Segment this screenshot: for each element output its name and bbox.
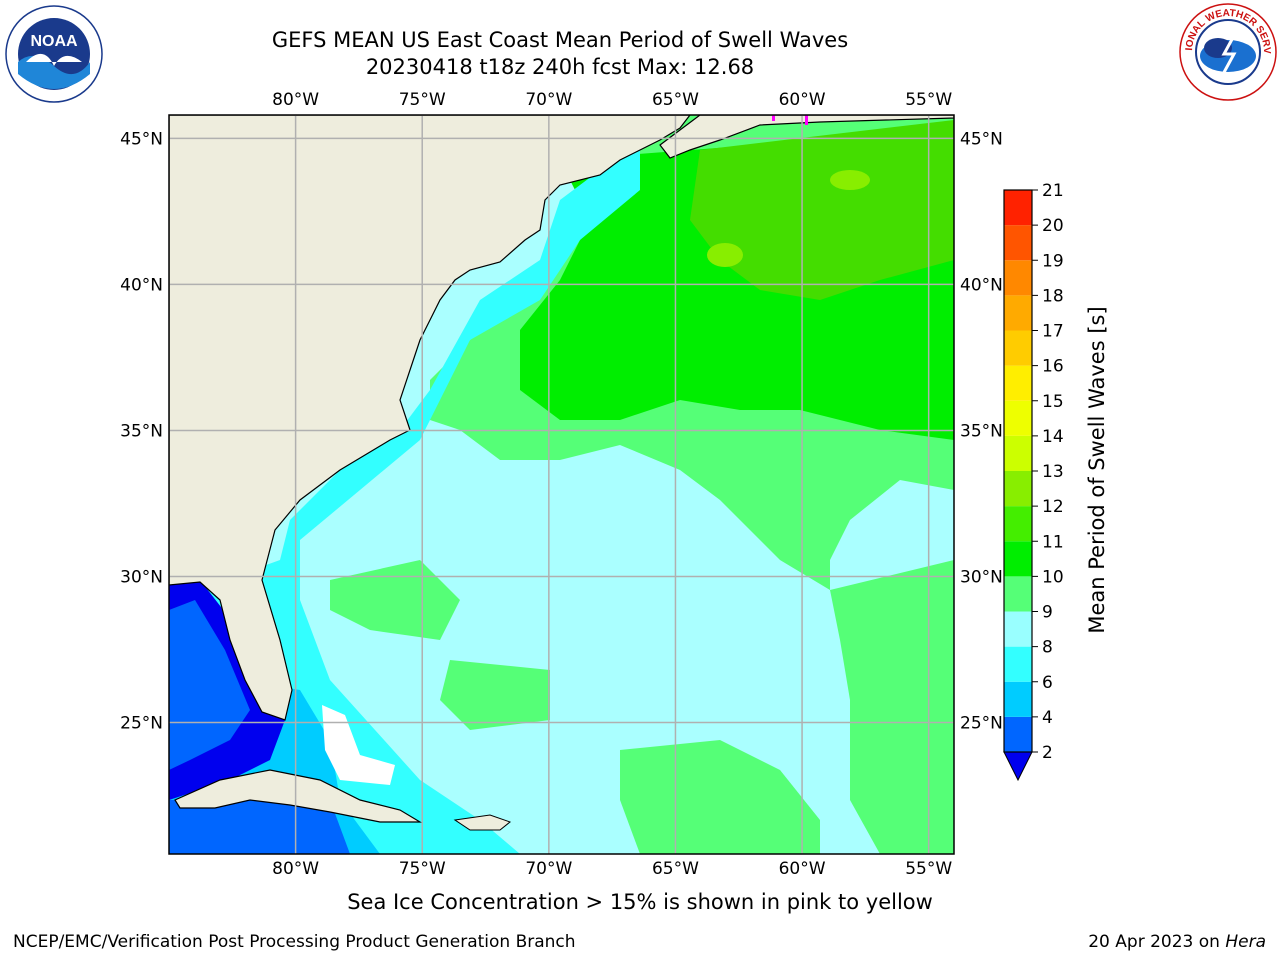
sea-ice-mark <box>772 115 775 121</box>
colorbar-tick-label: 8 <box>1042 638 1053 658</box>
colorbar-segment <box>1004 541 1032 577</box>
colorbar-segment <box>1004 506 1032 542</box>
colorbar-tick-label: 9 <box>1042 603 1053 623</box>
colorbar-tick-label: 20 <box>1042 216 1064 236</box>
lat-tick-label: 45°N <box>960 129 1003 149</box>
land-cuba <box>174 769 423 823</box>
colorbar-underflow-arrow <box>1003 751 1033 782</box>
swell-zone-gulf <box>169 600 250 770</box>
colorbar-segment <box>1004 611 1032 647</box>
swell-high-patch <box>830 170 870 190</box>
lon-tick-label: 80°W <box>272 859 319 879</box>
swell-zone-w2 <box>440 660 550 730</box>
colorbar-tick-label: 14 <box>1042 427 1064 447</box>
sea-ice-note: Sea Ice Concentration > 15% is shown in … <box>347 890 933 914</box>
lat-tick-label: 35°N <box>960 421 1003 441</box>
lat-tick-label: 25°N <box>960 714 1003 734</box>
colorbar-segment <box>1004 260 1032 296</box>
colorbar-segment <box>1004 716 1032 752</box>
land-canada <box>659 115 954 159</box>
colorbar-segment <box>1004 365 1032 401</box>
lon-tick-label: 80°W <box>272 90 319 110</box>
chart-subtitle: 20230418 t18z 240h fcst Max: 12.68 <box>365 55 755 79</box>
swell-zone-s <box>620 740 820 854</box>
footer-date-text: 20 Apr 2023 on <box>1088 932 1226 952</box>
colorbar-tick-label: 21 <box>1042 181 1064 201</box>
colorbar-tick-label: 15 <box>1042 392 1064 412</box>
lon-tick-label: 70°W <box>525 859 572 879</box>
footer-date: 20 Apr 2023 on Hera <box>1088 932 1266 952</box>
lon-tick-label: 55°W <box>905 90 952 110</box>
land-hispaniola <box>453 814 512 831</box>
colorbar-segment <box>1004 295 1032 331</box>
colorbar-tick-label: 10 <box>1042 567 1064 587</box>
swell-zone-se <box>830 560 954 854</box>
colorbar-label: Mean Period of Swell Waves [s] <box>1085 306 1109 634</box>
colorbar-tick-label: 17 <box>1042 322 1064 342</box>
chart-title: GEFS MEAN US East Coast Mean Period of S… <box>271 28 849 52</box>
swell-zone-11-12s <box>690 120 954 300</box>
bahamas-shallow <box>322 705 395 785</box>
colorbar-segment <box>1004 435 1032 471</box>
footer-machine: Hera <box>1225 932 1266 952</box>
sea-ice-mark <box>805 115 808 125</box>
colorbar-segment <box>1004 400 1032 436</box>
lat-tick-label: 35°N <box>120 421 163 441</box>
map-frame <box>168 114 955 855</box>
noaa-logo-text: NOAA <box>30 33 78 50</box>
land-us-east <box>169 115 691 721</box>
colorbar-tick-label: 6 <box>1042 673 1053 693</box>
colorbar: 2 4 6 8 9 10 11 12 13 14 15 16 17 18 19 20 21 <box>1003 181 1064 782</box>
colorbar-segment <box>1004 646 1032 682</box>
colorbar-segment <box>1004 576 1032 612</box>
lon-tick-label: 55°W <box>905 859 952 879</box>
colorbar-segment <box>1004 681 1032 717</box>
lon-tick-label: 75°W <box>399 90 446 110</box>
nws-logo: NATIONAL WEATHER SERVICE <box>1178 2 1277 101</box>
colorbar-tick-label: 13 <box>1042 462 1064 482</box>
footer-credit: NCEP/EMC/Verification Post Processing Pr… <box>13 932 576 952</box>
colorbar-tick-label: 4 <box>1042 708 1053 728</box>
lat-tick-label: 30°N <box>120 568 163 588</box>
lon-tick-label: 60°W <box>779 90 826 110</box>
lon-tick-label: 65°W <box>652 90 699 110</box>
lat-tick-label: 25°N <box>120 714 163 734</box>
lat-tick-label: 30°N <box>960 568 1003 588</box>
lon-tick-label: 70°W <box>525 90 572 110</box>
lon-tick-label: 60°W <box>779 859 826 879</box>
swell-zone-caribbean <box>169 800 350 854</box>
lat-tick-label: 40°N <box>120 275 163 295</box>
swell-max-patch <box>707 243 743 267</box>
map-grid <box>169 115 954 854</box>
colorbar-segment <box>1004 330 1032 366</box>
swell-zone-w1 <box>330 560 460 640</box>
colorbar-tick-label: 12 <box>1042 497 1064 517</box>
lat-tick-label: 45°N <box>120 129 163 149</box>
noaa-logo: NOAA <box>5 5 103 103</box>
lon-tick-label: 65°W <box>652 859 699 879</box>
colorbar-segment <box>1004 190 1032 226</box>
colorbar-tick-label: 19 <box>1042 251 1064 271</box>
colorbar-tick-label: 2 <box>1042 743 1053 763</box>
lat-tick-label: 40°N <box>960 275 1003 295</box>
colorbar-segment <box>1004 225 1032 261</box>
colorbar-tick-label: 16 <box>1042 357 1064 377</box>
colorbar-tick-label: 18 <box>1042 286 1064 306</box>
colorbar-tick-label: 11 <box>1042 532 1064 552</box>
colorbar-segment <box>1004 471 1032 507</box>
lon-tick-label: 75°W <box>399 859 446 879</box>
